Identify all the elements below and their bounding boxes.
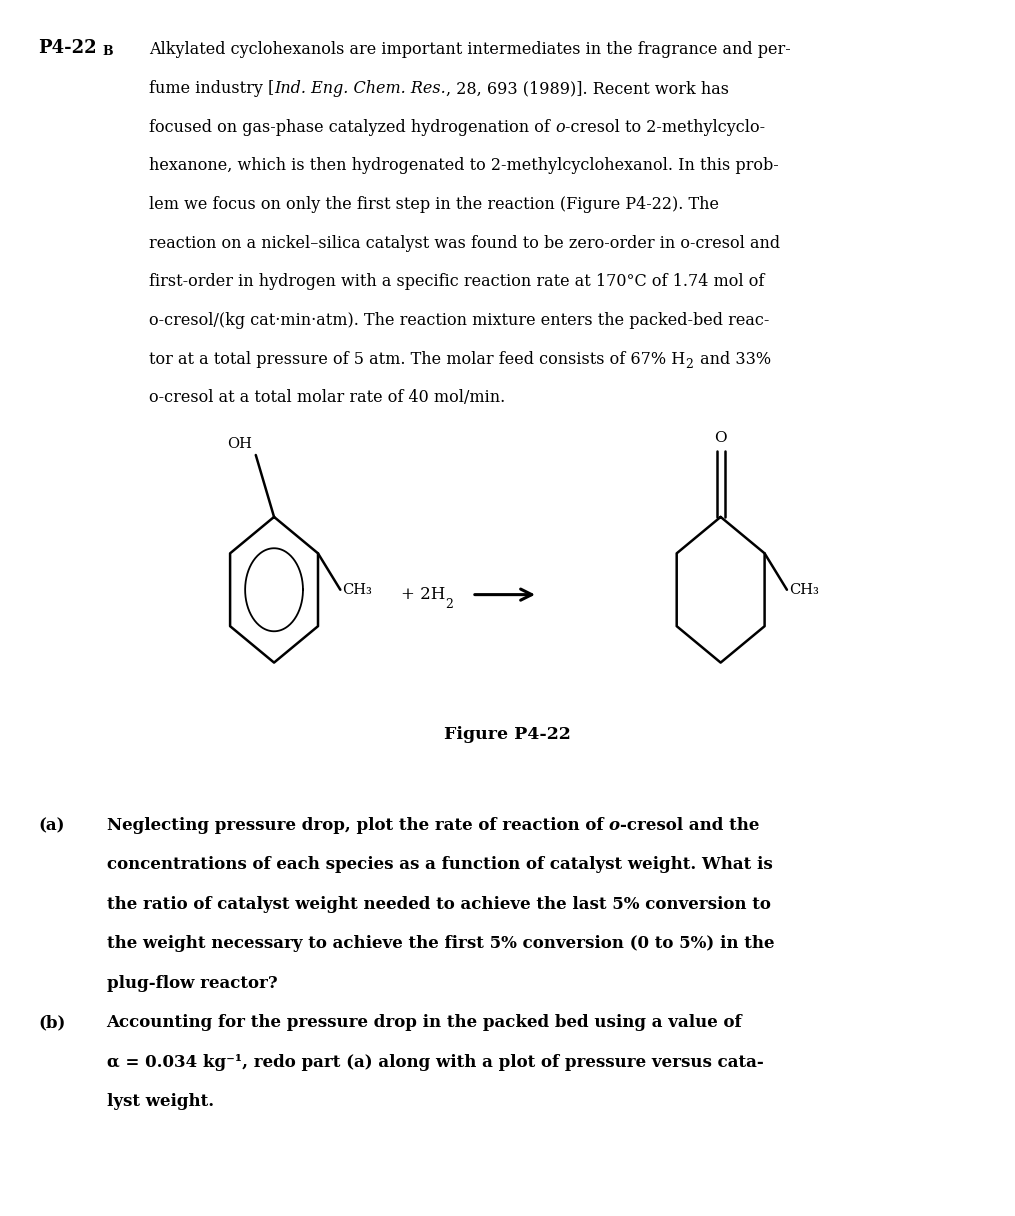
Text: 2: 2: [685, 358, 693, 371]
Text: 2: 2: [446, 598, 453, 610]
Text: o: o: [555, 119, 564, 136]
Text: -cresol to 2-methylcyclo-: -cresol to 2-methylcyclo-: [564, 119, 765, 136]
Text: Alkylated cyclohexanols are important intermediates in the fragrance and per-: Alkylated cyclohexanols are important in…: [149, 41, 791, 58]
Text: CH₃: CH₃: [342, 582, 373, 597]
Text: Neglecting pressure drop, plot the rate of reaction of: Neglecting pressure drop, plot the rate …: [107, 817, 609, 834]
Text: o: o: [609, 817, 620, 834]
Text: B: B: [103, 45, 113, 58]
Text: Figure P4-22: Figure P4-22: [445, 726, 570, 743]
Text: (b): (b): [39, 1014, 66, 1031]
Text: -cresol and the: -cresol and the: [620, 817, 759, 834]
Text: , 28, 693 (1989)]. Recent work has: , 28, 693 (1989)]. Recent work has: [447, 80, 729, 97]
Text: first-order in hydrogen with a specific reaction rate at 170°C of 1.74 mol of: first-order in hydrogen with a specific …: [149, 274, 764, 291]
Text: the ratio of catalyst weight needed to achieve the last 5% conversion to: the ratio of catalyst weight needed to a…: [107, 896, 770, 913]
Text: concentrations of each species as a function of catalyst weight. What is: concentrations of each species as a func…: [107, 856, 772, 873]
Text: lem we focus on only the first step in the reaction (Figure P4-22). The: lem we focus on only the first step in t…: [149, 196, 720, 213]
Text: lyst weight.: lyst weight.: [107, 1093, 214, 1110]
Text: OH: OH: [226, 438, 252, 451]
Text: CH₃: CH₃: [789, 582, 819, 597]
Text: P4-22: P4-22: [39, 39, 97, 57]
Text: + 2H: + 2H: [401, 586, 446, 603]
Text: plug-flow reactor?: plug-flow reactor?: [107, 975, 277, 992]
Text: and 33%: and 33%: [695, 350, 771, 367]
Text: fume industry [: fume industry [: [149, 80, 274, 97]
Text: (a): (a): [39, 817, 65, 834]
Text: o-cresol at a total molar rate of 40 mol/min.: o-cresol at a total molar rate of 40 mol…: [149, 389, 505, 406]
Text: tor at a total pressure of 5 atm. The molar feed consists of 67% H: tor at a total pressure of 5 atm. The mo…: [149, 350, 685, 367]
Text: focused on gas-phase catalyzed hydrogenation of: focused on gas-phase catalyzed hydrogena…: [149, 119, 555, 136]
Text: Ind. Eng. Chem. Res.: Ind. Eng. Chem. Res.: [274, 80, 447, 97]
Text: reaction on a nickel–silica catalyst was found to be zero-order in o-cresol and: reaction on a nickel–silica catalyst was…: [149, 235, 781, 252]
Text: α = 0.034 kg⁻¹, redo part (a) along with a plot of pressure versus cata-: α = 0.034 kg⁻¹, redo part (a) along with…: [107, 1054, 763, 1070]
Text: o-cresol/(kg cat·min·atm). The reaction mixture enters the packed-bed reac-: o-cresol/(kg cat·min·atm). The reaction …: [149, 313, 769, 330]
Text: O: O: [715, 432, 727, 445]
Text: the weight necessary to achieve the first 5% conversion (0 to 5%) in the: the weight necessary to achieve the firs…: [107, 935, 774, 952]
Text: hexanone, which is then hydrogenated to 2-methylcyclohexanol. In this prob-: hexanone, which is then hydrogenated to …: [149, 157, 779, 174]
Text: Accounting for the pressure drop in the packed bed using a value of: Accounting for the pressure drop in the …: [107, 1014, 742, 1031]
